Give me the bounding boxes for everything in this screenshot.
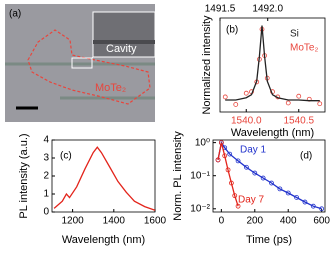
data-line (217, 142, 239, 207)
x-tick-label: 1540.0 (231, 116, 262, 127)
y-axis-label: Norm. PL intensity (172, 131, 184, 221)
y-tick-label: 0 (43, 207, 49, 218)
x-tick-label: 1200 (61, 216, 84, 227)
data-point (317, 101, 323, 107)
data-point (252, 170, 258, 176)
x-tick-label: 400 (280, 216, 297, 227)
data-point (233, 102, 239, 107)
data-point (294, 195, 299, 200)
panel-label: (b) (226, 25, 238, 36)
panel-label: (c) (60, 151, 72, 162)
x-axis-label: Wavelength (nm) (62, 234, 145, 246)
y-tick-label: 10⁻² (190, 203, 210, 214)
x2-tick-label: 1492.0 (252, 4, 283, 15)
x2-tick-label: 1491.5 (205, 4, 236, 15)
data-point (244, 164, 249, 170)
panel-label: (a) (9, 9, 21, 20)
zoom-box (71, 57, 93, 69)
y-tick-label: 2 (43, 171, 49, 182)
x-axis-label: Time (ps) (246, 234, 292, 246)
x-tick-label: 1600 (144, 216, 167, 227)
data-point (285, 190, 291, 196)
data-point (260, 175, 266, 181)
legend-entry: Day 1 (240, 145, 267, 156)
x-tick-label: 200 (246, 216, 263, 227)
data-line (225, 25, 320, 102)
plot-frame (219, 17, 326, 113)
x-tick-label: 1540.5 (283, 116, 314, 127)
y-axis-label: PL intensity (a.u.) (18, 133, 30, 218)
annotation: Cavity (106, 43, 137, 55)
data-point (235, 158, 241, 164)
zoom-connector (91, 56, 94, 59)
data-point (296, 93, 302, 99)
y-tick-label: 10⁻¹ (190, 170, 210, 181)
x-tick-label: 1400 (103, 216, 126, 227)
data-point (227, 151, 233, 157)
data-point (243, 90, 249, 96)
x-axis-label: Wavelength (nm) (231, 127, 314, 139)
y-tick-label: 10⁰ (195, 137, 210, 148)
legend-entry: Day 7 (238, 195, 265, 206)
flake-outline (27, 29, 151, 105)
data-point (222, 94, 228, 100)
legend-entry: MoTe₂ (290, 43, 318, 54)
legend-entry: Si (290, 29, 299, 40)
data-line (53, 146, 156, 211)
y-tick-label: 3 (43, 153, 49, 164)
data-point (277, 186, 283, 192)
annotation: MoTe₂ (95, 82, 126, 94)
data-point (302, 199, 308, 205)
data-line (217, 140, 322, 210)
y-tick-label: 1 (43, 189, 49, 200)
y-tick-label: 4 (43, 135, 49, 146)
x-tick-label: 600 (313, 216, 330, 227)
y-axis-label: Normalized intensity (201, 15, 213, 115)
micrograph: (a) Cavity MoTe₂ (5, 4, 156, 122)
x-tick-label: 0 (219, 216, 225, 227)
inset (92, 11, 156, 58)
panel-label: (d) (300, 151, 312, 162)
data-point (269, 180, 274, 186)
data-point (285, 100, 291, 106)
